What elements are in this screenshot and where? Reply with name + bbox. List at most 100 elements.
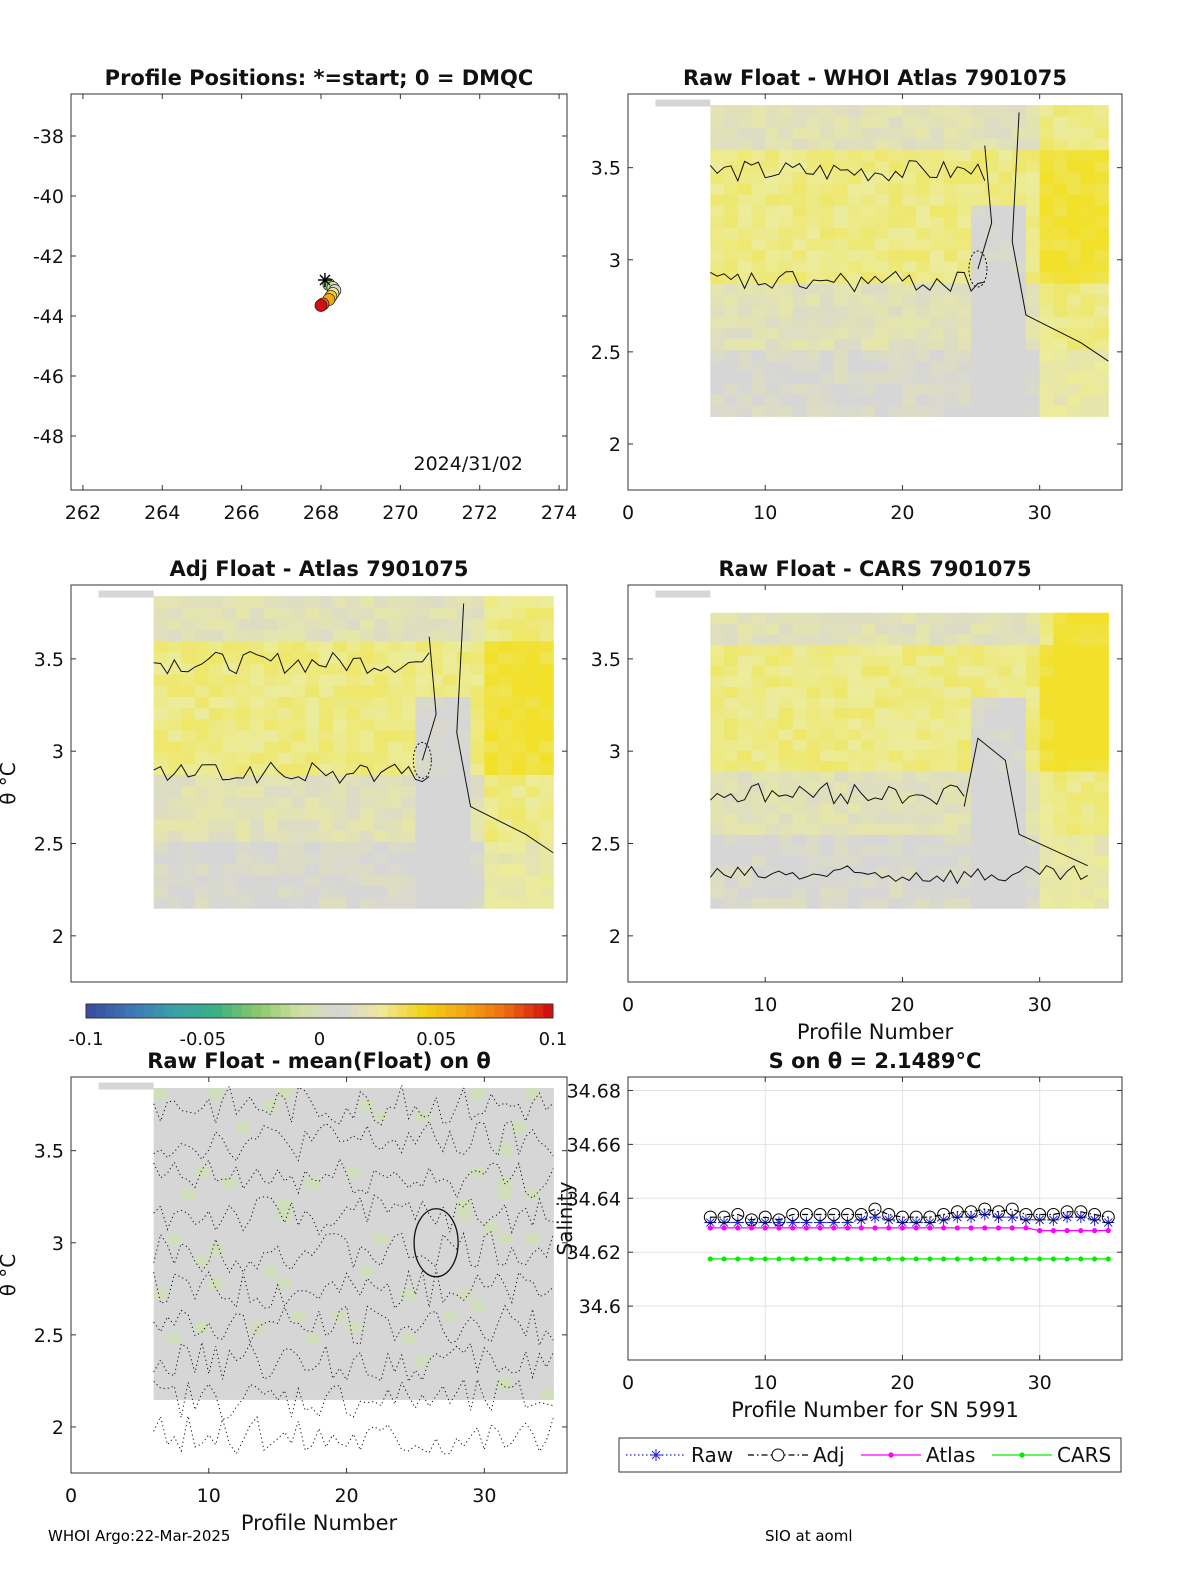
colorbar-cell <box>144 1004 155 1018</box>
raw_mean-cell <box>360 1277 375 1289</box>
raw_cars-cell <box>737 623 753 635</box>
raw_cars-cell <box>792 897 807 909</box>
raw_mean-cell <box>360 1332 375 1345</box>
adj_atlas-cell <box>456 752 472 764</box>
adj_atlas-cell <box>250 885 265 898</box>
raw_cars-cell <box>1053 887 1068 899</box>
adj_atlas-cell <box>291 785 306 798</box>
raw_cars-cell <box>737 739 753 751</box>
raw_mean-cell <box>222 1176 237 1189</box>
salinity-point-raw <box>1088 1213 1101 1226</box>
adj_atlas-cell <box>277 807 293 820</box>
raw_mean-cell <box>277 1110 293 1123</box>
raw_whoi-cell <box>1067 227 1082 240</box>
raw_mean-cell <box>346 1310 361 1323</box>
raw_cars-cell <box>765 718 780 730</box>
adj_atlas-cell <box>511 607 527 619</box>
raw_mean-cell <box>346 1343 361 1356</box>
raw_cars-cell <box>929 623 945 635</box>
salinity-point-atlas <box>707 1225 713 1231</box>
adj_atlas-cell <box>539 807 554 820</box>
raw_cars-cell <box>875 844 890 856</box>
adj_atlas-cell <box>525 774 541 787</box>
raw_cars-cell <box>833 781 849 793</box>
raw_mean-cell <box>401 1176 417 1189</box>
adj_atlas-cell <box>291 763 306 775</box>
adj_atlas-cell <box>387 707 403 720</box>
positions-ytick-label: -42 <box>33 246 64 268</box>
start-marker <box>317 273 332 287</box>
raw_mean-cell <box>208 1110 224 1123</box>
raw_mean-cell <box>415 1088 430 1100</box>
raw_cars-cell <box>1039 844 1054 856</box>
raw_whoi-cell <box>778 149 794 162</box>
adj_atlas-cell <box>277 774 293 787</box>
raw_mean-cell <box>374 1110 389 1123</box>
raw_cars-cell <box>929 844 945 856</box>
raw_mean-cell <box>360 1265 375 1278</box>
raw_cars-cell <box>765 760 780 772</box>
adj_atlas-contour <box>412 741 432 779</box>
raw_mean-cell <box>470 1343 485 1356</box>
raw_cars-cell <box>847 834 862 846</box>
adj_atlas-cell <box>360 607 375 619</box>
raw_cars-cell <box>847 844 862 856</box>
raw_cars-cell <box>1053 697 1068 709</box>
adj_atlas-cell <box>360 662 375 675</box>
raw_cars-xtick-label: 10 <box>753 994 777 1016</box>
raw_whoi-cell <box>778 405 794 417</box>
raw_mean-cell <box>415 1132 430 1145</box>
raw_mean-cell <box>525 1188 541 1200</box>
raw_whoi-cell <box>916 349 931 362</box>
adj_atlas-cell <box>415 674 430 686</box>
raw_cars-cell <box>1039 623 1054 635</box>
adj_atlas-cell <box>456 629 472 642</box>
raw_mean-cell <box>387 1099 403 1111</box>
colorbar-cell <box>514 1004 525 1018</box>
raw_mean-cell <box>167 1188 182 1200</box>
raw_cars-cell <box>765 644 780 656</box>
adj_atlas-cell <box>167 651 182 664</box>
adj_atlas-cell <box>291 796 306 809</box>
raw_mean-cell <box>319 1343 334 1356</box>
raw_cars-cell <box>1012 665 1027 677</box>
raw_whoi-cell <box>833 327 849 340</box>
raw_mean-cell <box>429 1143 444 1156</box>
raw_mean-cell <box>401 1365 417 1378</box>
raw_whoi-xtick-label: 0 <box>622 502 634 524</box>
adj_atlas-cell <box>305 707 320 720</box>
raw_mean-cell <box>346 1210 361 1223</box>
raw_whoi-cell <box>765 305 780 317</box>
raw_cars-cell <box>902 802 917 814</box>
adj_atlas-cell <box>319 740 334 753</box>
raw_cars-cell <box>888 887 904 899</box>
raw_mean-cell <box>401 1210 417 1223</box>
salinity-point-adj <box>909 1210 923 1224</box>
raw_mean-cell <box>167 1199 182 1211</box>
raw_whoi-cell <box>984 405 1000 417</box>
raw_mean-cell <box>387 1343 403 1356</box>
salinity-point-adj <box>978 1202 992 1216</box>
raw_cars-cell <box>806 770 821 783</box>
raw_mean-cell <box>484 1343 499 1356</box>
raw_mean-cell <box>346 1199 361 1211</box>
adj_atlas-cell <box>401 774 417 787</box>
raw_mean-cell <box>415 1299 430 1311</box>
salinity-point-adj <box>1101 1210 1115 1224</box>
adj_atlas-cell <box>153 596 169 608</box>
raw_cars-cell <box>902 781 917 793</box>
raw_whoi-cell <box>1053 282 1068 295</box>
adj_atlas-cell <box>181 852 196 865</box>
raw_whoi-cell <box>888 338 904 351</box>
raw_cars-cell <box>820 749 835 762</box>
raw_cars-cell <box>847 792 862 804</box>
raw_cars-cell <box>724 897 739 909</box>
legend-label-raw: Raw <box>691 1443 733 1467</box>
raw_whoi-cell <box>778 182 794 195</box>
raw_mean-cell <box>167 1299 182 1311</box>
raw_cars-cell <box>820 876 835 888</box>
raw_cars-cell <box>751 865 766 878</box>
raw_cars-cell <box>929 612 945 624</box>
adj_atlas-cell <box>456 796 472 809</box>
raw_whoi-cell <box>806 338 821 351</box>
